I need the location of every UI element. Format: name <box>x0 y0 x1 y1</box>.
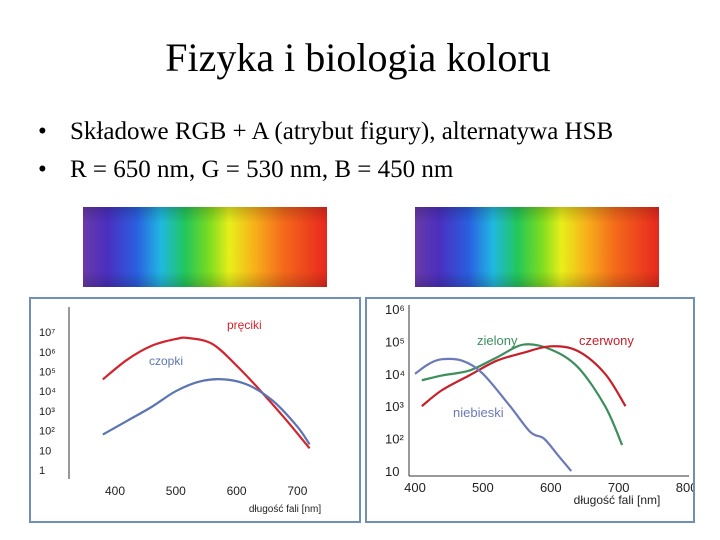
y-tick-label: 10⁷ <box>39 327 55 339</box>
x-tick-label: 700 <box>608 480 630 495</box>
x-axis-label: długość fali [nm] <box>574 493 661 507</box>
series-label-rods: pręciki <box>227 318 262 332</box>
page-title: Fizyka i biologia koloru <box>165 35 551 80</box>
y-tick-label: 10⁶ <box>385 302 405 317</box>
y-tick-label: 10³ <box>39 406 55 418</box>
y-tick-label: 10⁴ <box>39 386 56 398</box>
series-label-blue: niebieski <box>453 405 504 420</box>
bullet-dot: • <box>38 118 47 145</box>
y-tick-label: 10³ <box>385 399 404 414</box>
series-label-cones: czopki <box>149 354 183 368</box>
chart-panel-right: 10⁶ 10⁵ 10⁴ 10³ 10² 10 400 500 600 700 800 długość … <box>365 297 697 523</box>
y-tick-label: 10² <box>385 432 404 447</box>
series-line-cones <box>102 378 311 446</box>
x-tick-label: 800 <box>676 480 693 495</box>
bullet-text: R = 650 nm, G = 530 nm, B = 450 nm <box>70 156 454 183</box>
x-tick-label: 600 <box>540 480 562 495</box>
series-line-green <box>421 343 624 446</box>
bullet-dot: • <box>38 156 47 183</box>
bullet-item: • Składowe RGB + A (atrybut figury), alte… <box>38 118 613 156</box>
x-tick-label: 500 <box>166 484 186 498</box>
y-tick-label: 10⁶ <box>39 347 56 359</box>
y-tick-label: 1 <box>39 465 45 477</box>
series-line-blue <box>414 357 573 472</box>
y-tick-label: 10 <box>385 464 399 479</box>
series-label-red: czerwony <box>579 333 634 348</box>
x-tick-label: 500 <box>472 480 494 495</box>
x-tick-label: 400 <box>105 484 125 498</box>
chart-panel-left: 10⁷ 10⁶ 10⁵ 10⁴ 10³ 10² 10 1 400 500 600 700 długość… <box>29 297 361 523</box>
spectrum-strip-left <box>83 207 327 287</box>
bullet-list: • Składowe RGB + A (atrybut figury), alte… <box>38 118 613 194</box>
y-tick-label: 10⁵ <box>39 367 56 379</box>
y-tick-label: 10 <box>39 445 51 457</box>
series-line-red <box>421 345 627 408</box>
series-line-rods <box>102 336 311 450</box>
x-tick-label: 700 <box>287 484 307 498</box>
bullet-text: Składowe RGB + A (atrybut figury), alter… <box>70 118 614 145</box>
y-tick-label: 10² <box>39 426 55 438</box>
x-tick-label: 400 <box>404 480 426 495</box>
series-label-green: zielony <box>477 333 518 348</box>
bullet-item: • R = 650 nm, G = 530 nm, B = 450 nm <box>38 156 613 194</box>
x-axis-label: długość fali [nm] <box>249 504 321 515</box>
chart-rods-cones: 10⁷ 10⁶ 10⁵ 10⁴ 10³ 10² 10 1 400 500 600 700 długość… <box>39 307 321 515</box>
y-tick-label: 10⁵ <box>385 334 405 349</box>
y-tick-label: 10⁴ <box>385 367 405 382</box>
spectrum-strip-right <box>415 207 659 287</box>
x-tick-label: 600 <box>227 484 247 498</box>
chart-cone-types: 10⁶ 10⁵ 10⁴ 10³ 10² 10 400 500 600 700 800 długość … <box>385 302 697 507</box>
